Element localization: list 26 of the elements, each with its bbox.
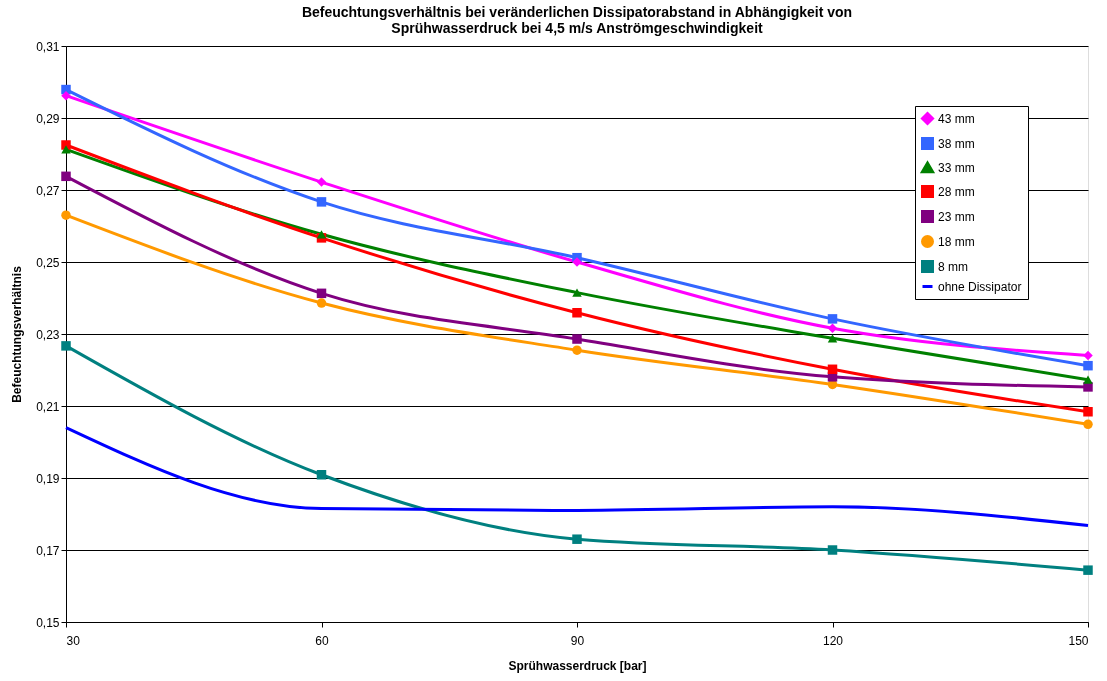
y-tick-label: 0,23 xyxy=(36,327,60,342)
y-tick-label: 0,25 xyxy=(36,255,60,270)
legend-label: 28 mm xyxy=(938,184,975,199)
legend-label: ohne Dissipator xyxy=(938,279,1022,294)
x-tick-label: 90 xyxy=(570,633,585,648)
chart-title: Befeuchtungsverhältnis bei veränderlichen Dissipatorabstand in Abhängigkeit von Sprühwasserdruck bei 4,5 m/s Anströmgeschwindigkeit xyxy=(301,4,853,36)
legend-label: 43 mm xyxy=(938,111,975,126)
y-tick-label: 0,15 xyxy=(36,615,60,630)
legend-label: 33 mm xyxy=(938,160,975,175)
x-tick-label: 150 xyxy=(1068,633,1089,648)
y-tick-label: 0,27 xyxy=(36,183,60,198)
y-tick-label: 0,29 xyxy=(36,111,60,126)
y-tick-label: 0,31 xyxy=(36,39,60,54)
x-tick-label: 60 xyxy=(315,633,329,648)
legend-label: 38 mm xyxy=(938,136,975,151)
y-tick-label: 0,21 xyxy=(36,399,60,414)
x-tick-label: 120 xyxy=(822,633,844,648)
y-tick-label: 0,19 xyxy=(36,471,60,486)
y-axis-title: Befeuchtungsverhältnis xyxy=(10,265,25,403)
legend-label: 18 mm xyxy=(938,234,975,249)
x-axis-title: Sprühwasserdruck [bar] xyxy=(508,658,647,673)
line-series xyxy=(64,426,1090,528)
legend-label: 8 mm xyxy=(938,259,968,274)
legend-label: 23 mm xyxy=(938,209,975,224)
x-tick-label: 30 xyxy=(66,633,81,648)
y-tick-label: 0,17 xyxy=(36,543,60,558)
